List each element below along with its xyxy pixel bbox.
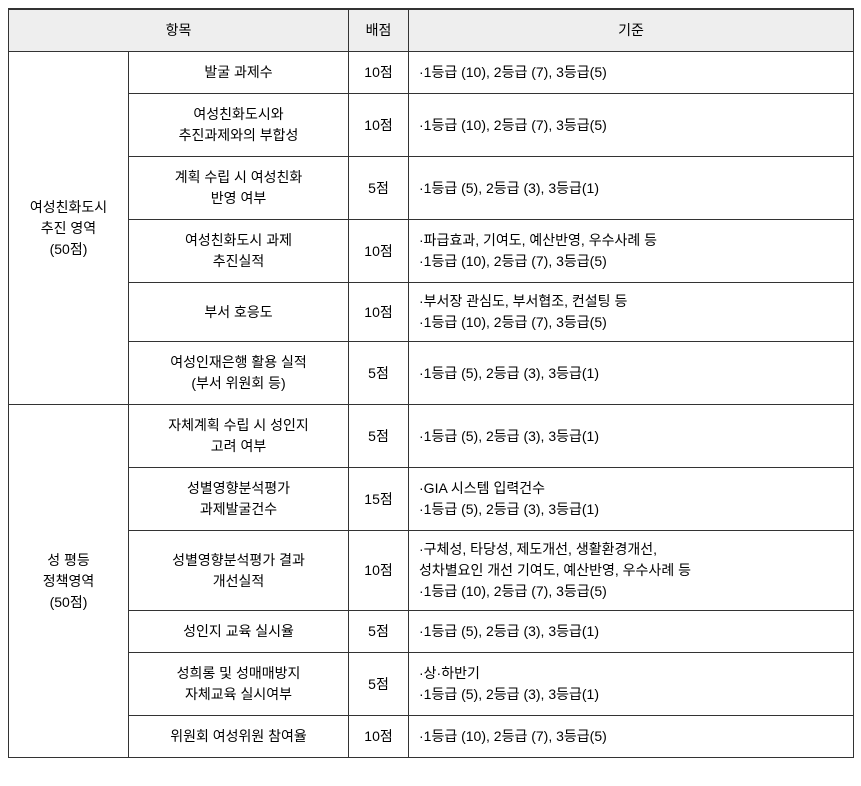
area-line: 성 평등	[47, 552, 90, 568]
item-line: 성희롱 및 성매매방지	[177, 665, 301, 681]
criteria-line: ·상·하반기	[419, 663, 847, 684]
criteria-cell: ·파급효과, 기여도, 예산반영, 우수사례 등·1등급 (10), 2등급 (…	[409, 220, 854, 283]
item-cell: 계획 수립 시 여성친화반영 여부	[129, 157, 349, 220]
criteria-cell: ·1등급 (5), 2등급 (3), 3등급(1)	[409, 405, 854, 468]
item-cell: 성인지 교육 실시율	[129, 611, 349, 653]
item-line: 여성친화도시와	[193, 106, 283, 122]
header-row: 항목 배점 기준	[9, 9, 854, 52]
item-line: 성별영향분석평가 결과	[172, 552, 305, 568]
area-cell: 여성친화도시추진 영역 (50점)	[9, 52, 129, 405]
criteria-cell: ·1등급 (5), 2등급 (3), 3등급(1)	[409, 342, 854, 405]
table-row: 여성친화도시와추진과제와의 부합성10점·1등급 (10), 2등급 (7), …	[9, 94, 854, 157]
score-cell: 10점	[349, 94, 409, 157]
item-line: 추진실적	[213, 253, 265, 269]
area-line: 여성친화도시	[30, 199, 107, 215]
item-line: 고려 여부	[211, 438, 266, 454]
criteria-line: ·파급효과, 기여도, 예산반영, 우수사례 등	[419, 230, 847, 251]
table-row: 성별영향분석평가과제발굴건수15점·GIA 시스템 입력건수·1등급 (5), …	[9, 468, 854, 531]
score-cell: 10점	[349, 52, 409, 94]
item-line: 여성친화도시 과제	[185, 232, 292, 248]
score-cell: 5점	[349, 405, 409, 468]
item-line: 발굴 과제수	[204, 64, 272, 80]
criteria-line: ·1등급 (5), 2등급 (3), 3등급(1)	[419, 684, 847, 705]
item-line: 추진과제와의 부합성	[179, 127, 299, 143]
criteria-line: ·1등급 (5), 2등급 (3), 3등급(1)	[419, 363, 847, 384]
criteria-line: ·1등급 (10), 2등급 (7), 3등급(5)	[419, 251, 847, 272]
score-cell: 10점	[349, 716, 409, 758]
score-cell: 15점	[349, 468, 409, 531]
item-line: (부서 위원회 등)	[191, 375, 285, 391]
criteria-cell: ·1등급 (5), 2등급 (3), 3등급(1)	[409, 157, 854, 220]
item-cell: 성별영향분석평가 결과개선실적	[129, 531, 349, 611]
score-cell: 5점	[349, 157, 409, 220]
item-line: 개선실적	[213, 573, 265, 589]
item-line: 부서 호응도	[204, 304, 272, 320]
item-cell: 여성친화도시와추진과제와의 부합성	[129, 94, 349, 157]
item-cell: 여성인재은행 활용 실적 (부서 위원회 등)	[129, 342, 349, 405]
item-line: 과제발굴건수	[200, 501, 277, 517]
score-cell: 5점	[349, 342, 409, 405]
criteria-line: ·1등급 (10), 2등급 (7), 3등급(5)	[419, 62, 847, 83]
header-area-item: 항목	[9, 9, 349, 52]
item-line: 위원회 여성위원 참여율	[170, 728, 307, 744]
item-line: 성인지 교육 실시율	[183, 623, 294, 639]
item-line: 계획 수립 시 여성친화	[175, 169, 303, 185]
score-cell: 5점	[349, 611, 409, 653]
criteria-line: ·1등급 (10), 2등급 (7), 3등급(5)	[419, 581, 847, 602]
table-row: 성 평등정책영역(50점)자체계획 수립 시 성인지고려 여부5점·1등급 (5…	[9, 405, 854, 468]
item-line: 자체교육 실시여부	[185, 686, 292, 702]
item-line: 자체계획 수립 시 성인지	[168, 417, 308, 433]
criteria-cell: ·1등급 (10), 2등급 (7), 3등급(5)	[409, 716, 854, 758]
score-cell: 10점	[349, 220, 409, 283]
area-cell: 성 평등정책영역 (50점)	[9, 405, 129, 758]
item-line: 여성인재은행 활용 실적	[170, 354, 307, 370]
criteria-line: ·1등급 (10), 2등급 (7), 3등급(5)	[419, 115, 847, 136]
score-cell: 10점	[349, 531, 409, 611]
item-cell: 성별영향분석평가과제발굴건수	[129, 468, 349, 531]
item-line: 반영 여부	[211, 190, 266, 206]
criteria-line: ·1등급 (5), 2등급 (3), 3등급(1)	[419, 426, 847, 447]
table-row: 부서 호응도10점·부서장 관심도, 부서협조, 컨설팅 등·1등급 (10),…	[9, 283, 854, 342]
criteria-cell: ·1등급 (10), 2등급 (7), 3등급(5)	[409, 52, 854, 94]
criteria-line: ·1등급 (10), 2등급 (7), 3등급(5)	[419, 726, 847, 747]
criteria-cell: ·구체성, 타당성, 제도개선, 생활환경개선, 성차별요인 개선 기여도, 예…	[409, 531, 854, 611]
item-cell: 발굴 과제수	[129, 52, 349, 94]
area-line: (50점)	[50, 241, 88, 257]
criteria-cell: ·상·하반기·1등급 (5), 2등급 (3), 3등급(1)	[409, 653, 854, 716]
score-cell: 10점	[349, 283, 409, 342]
criteria-line: ·GIA 시스템 입력건수	[419, 478, 847, 499]
item-cell: 성희롱 및 성매매방지자체교육 실시여부	[129, 653, 349, 716]
header-score: 배점	[349, 9, 409, 52]
header-criteria: 기준	[409, 9, 854, 52]
area-line: (50점)	[50, 594, 88, 610]
criteria-cell: ·1등급 (5), 2등급 (3), 3등급(1)	[409, 611, 854, 653]
item-line: 성별영향분석평가	[187, 480, 290, 496]
table-row: 여성친화도시 과제추진실적10점·파급효과, 기여도, 예산반영, 우수사례 등…	[9, 220, 854, 283]
area-line: 추진 영역	[41, 220, 96, 236]
table-row: 여성친화도시추진 영역(50점)발굴 과제수10점·1등급 (10), 2등급 …	[9, 52, 854, 94]
table-row: 성희롱 및 성매매방지자체교육 실시여부5점·상·하반기·1등급 (5), 2등…	[9, 653, 854, 716]
criteria-cell: ·GIA 시스템 입력건수·1등급 (5), 2등급 (3), 3등급(1)	[409, 468, 854, 531]
criteria-line: ·1등급 (5), 2등급 (3), 3등급(1)	[419, 621, 847, 642]
criteria-line: ·구체성, 타당성, 제도개선, 생활환경개선,	[419, 539, 847, 560]
item-cell: 위원회 여성위원 참여율	[129, 716, 349, 758]
criteria-line: 성차별요인 개선 기여도, 예산반영, 우수사례 등	[419, 560, 847, 581]
table-row: 계획 수립 시 여성친화반영 여부5점·1등급 (5), 2등급 (3), 3등…	[9, 157, 854, 220]
table-row: 위원회 여성위원 참여율 10점 ·1등급 (10), 2등급 (7), 3등급(5…	[9, 716, 854, 758]
item-cell: 자체계획 수립 시 성인지고려 여부	[129, 405, 349, 468]
criteria-line: ·1등급 (5), 2등급 (3), 3등급(1)	[419, 178, 847, 199]
criteria-cell: ·부서장 관심도, 부서협조, 컨설팅 등·1등급 (10), 2등급 (7),…	[409, 283, 854, 342]
item-cell: 여성친화도시 과제추진실적	[129, 220, 349, 283]
criteria-line: ·1등급 (5), 2등급 (3), 3등급(1)	[419, 499, 847, 520]
criteria-cell: ·1등급 (10), 2등급 (7), 3등급(5)	[409, 94, 854, 157]
item-cell: 부서 호응도	[129, 283, 349, 342]
criteria-line: ·부서장 관심도, 부서협조, 컨설팅 등	[419, 291, 847, 312]
area-line: 정책영역	[43, 573, 95, 589]
table-row: 여성인재은행 활용 실적 (부서 위원회 등) 5점 ·1등급 (5), 2등급 (3…	[9, 342, 854, 405]
table-row: 성인지 교육 실시율 5점 ·1등급 (5), 2등급 (3), 3등급(1)	[9, 611, 854, 653]
criteria-line: ·1등급 (10), 2등급 (7), 3등급(5)	[419, 312, 847, 333]
score-cell: 5점	[349, 653, 409, 716]
table-row: 성별영향분석평가 결과개선실적10점·구체성, 타당성, 제도개선, 생활환경개…	[9, 531, 854, 611]
evaluation-table: 항목 배점 기준 여성친화도시추진 영역 (50점) 발굴 과제수 10점 ·1등급 (…	[8, 8, 854, 758]
